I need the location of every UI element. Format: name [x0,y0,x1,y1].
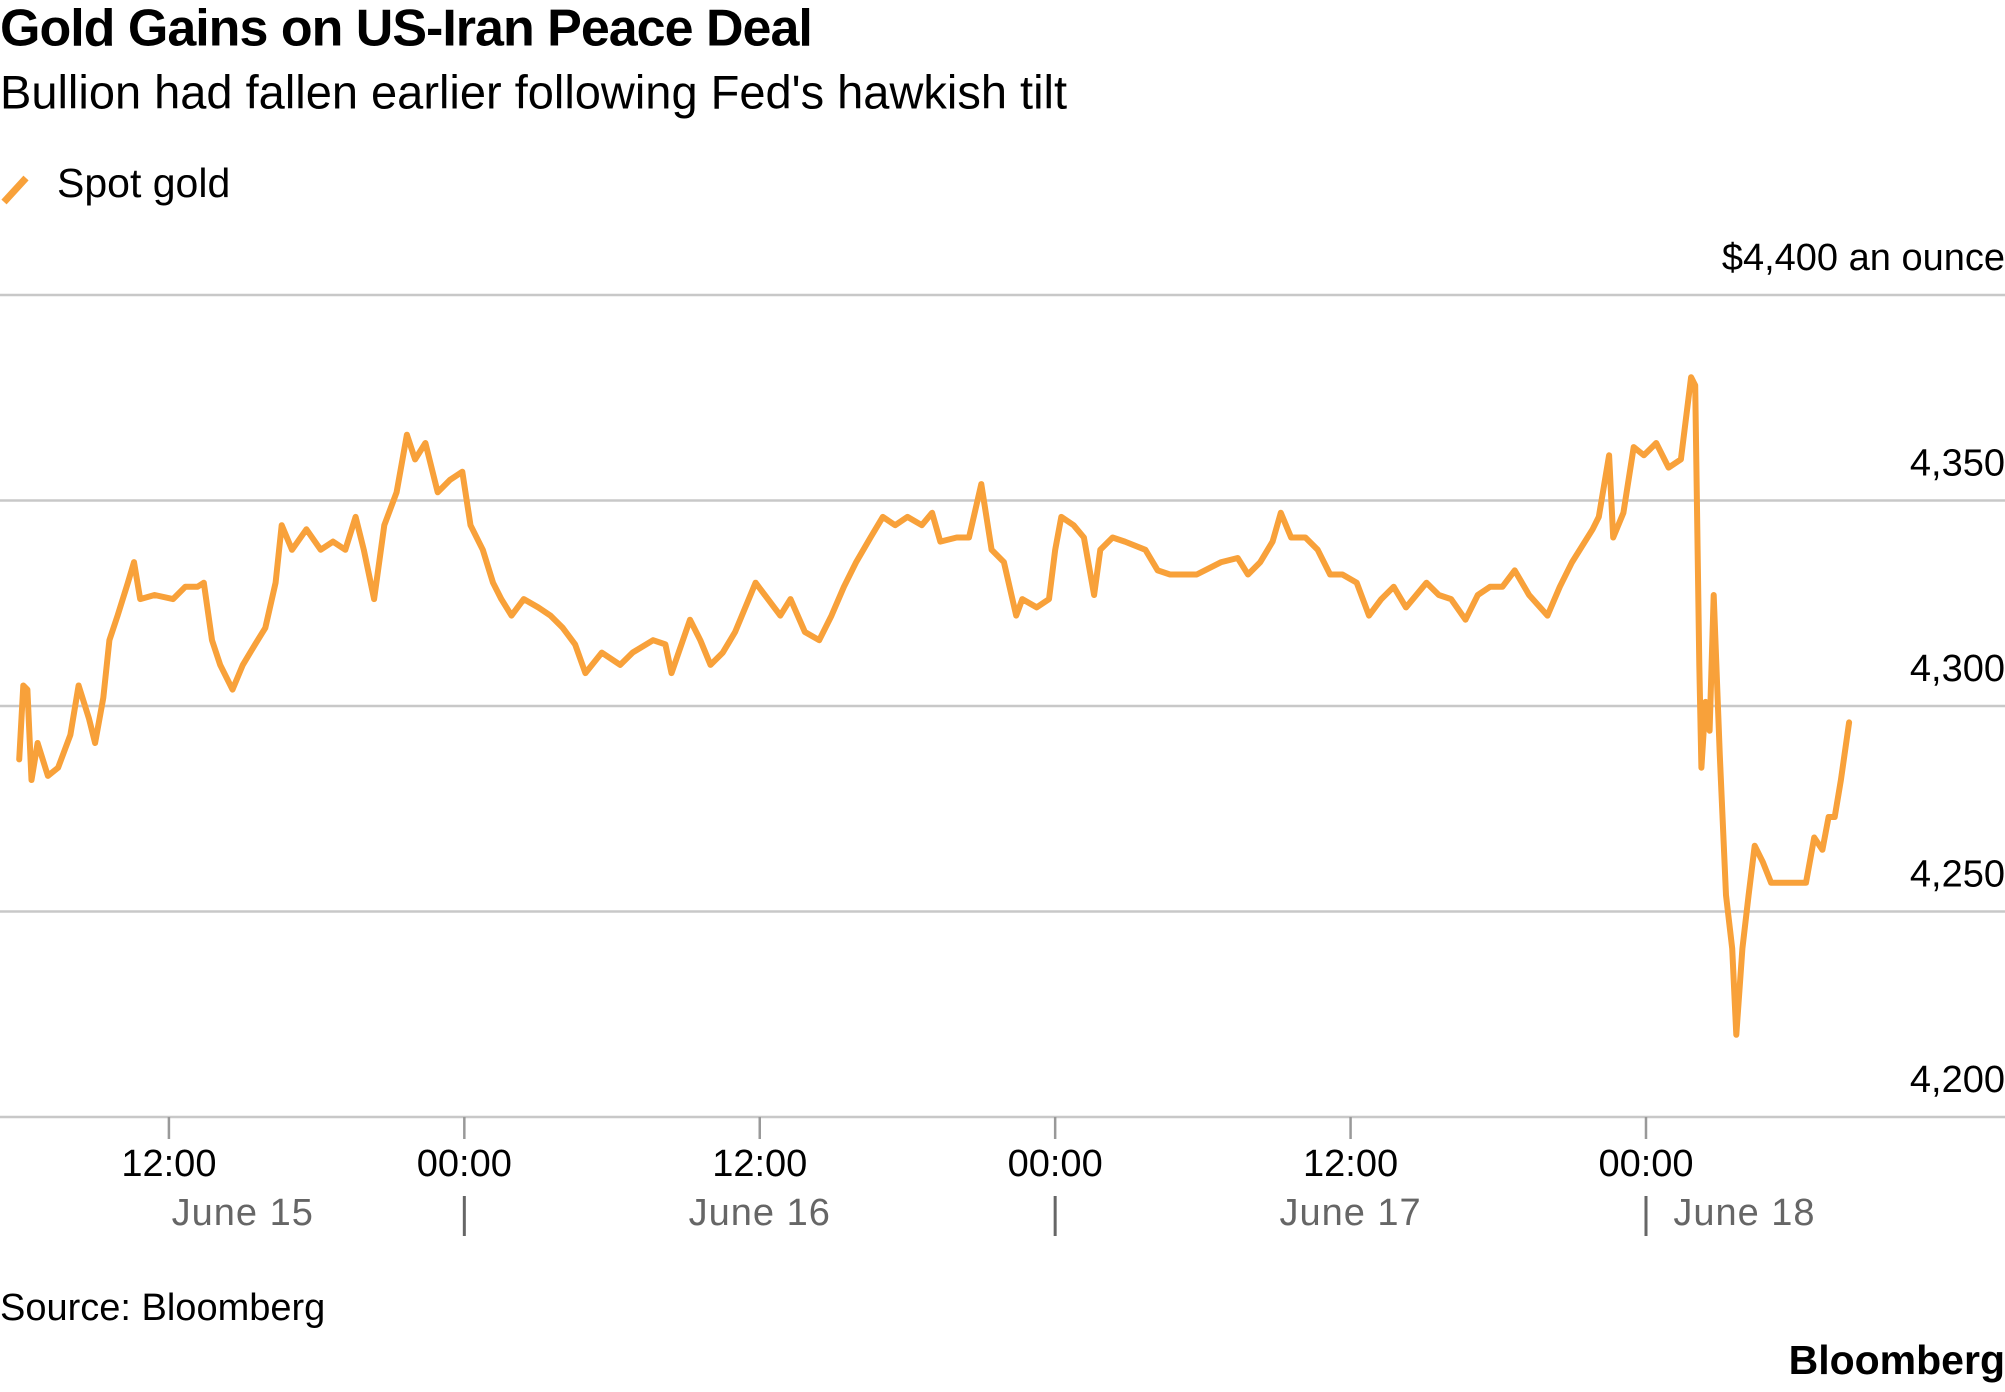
legend-swatch [1,175,29,205]
y-tick-label: $4,400 an ounce [1722,237,2005,279]
y-tick-label: 4,200 [1910,1059,2005,1101]
x-date-label: June 16 [689,1192,831,1234]
x-tick-label: 12:00 [1303,1143,1398,1185]
x-date-label: June 15 [172,1192,314,1234]
x-tick-label: 00:00 [1598,1143,1693,1185]
y-tick-label: 4,300 [1910,648,2005,690]
x-tick-label: 12:00 [712,1143,807,1185]
chart-subtitle: Bullion had fallen earlier following Fed… [0,65,1067,118]
x-date-label: June 17 [1279,1192,1421,1234]
chart-title: Gold Gains on US-Iran Peace Deal [0,0,812,58]
series-line [16,374,1853,1038]
legend-label: Spot gold [57,160,230,206]
x-date-label: June 18 [1673,1192,1815,1234]
brand: Bloomberg [1789,1337,2005,1383]
x-tick-label: 00:00 [417,1143,512,1185]
y-tick-label: 4,350 [1910,443,2005,485]
x-tick-label: 12:00 [121,1143,216,1185]
x-tick-label: 00:00 [1008,1143,1103,1185]
source-note: Source: Bloomberg [0,1287,325,1329]
y-tick-label: 4,250 [1910,854,2005,896]
